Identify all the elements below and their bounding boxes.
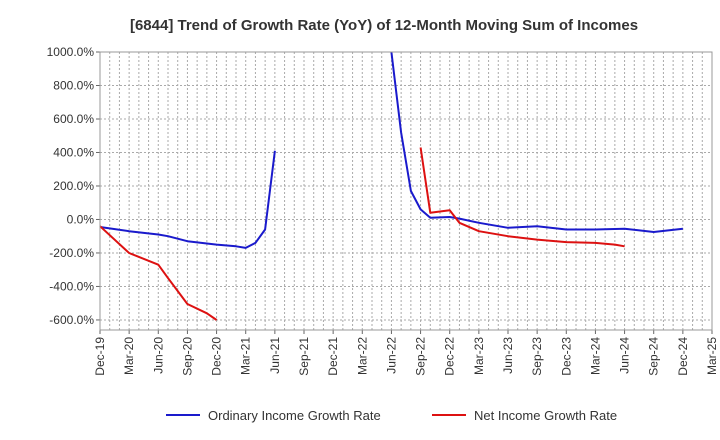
y-tick-label: 800.0% [53,78,94,92]
legend: Ordinary Income Growth Rate Net Income Gr… [166,408,617,423]
x-axis: Dec-19 Mar-20 Jun-20 Sep-20 Dec-20 Mar-21 Jun-… [93,330,719,376]
legend-label: Net Income Growth Rate [474,408,617,423]
legend-label: Ordinary Income Growth Rate [208,408,381,423]
plot-frame [99,51,713,331]
y-tick-label: 600.0% [53,112,94,126]
y-tick-label: -200.0% [49,246,94,260]
y-tick-label: 0.0% [67,212,95,226]
x-tick-label: Sep-22 [414,337,428,376]
x-tick-label: Dec-22 [443,337,457,376]
series-line-1 [390,51,684,233]
series-line-1 [99,150,276,249]
y-tick-label: 400.0% [53,145,94,159]
x-tick-label: Jun-22 [384,337,398,374]
x-tick-label: Jun-21 [268,337,282,374]
series-line-2 [419,147,625,248]
x-tick-label: Jun-23 [501,337,515,374]
x-tick-label: Dec-23 [559,337,573,376]
x-tick-label: Sep-24 [647,337,661,376]
grid [99,51,713,330]
x-tick-label: Dec-20 [210,337,224,376]
x-tick-label: Dec-21 [326,337,340,376]
y-tick-label: -600.0% [49,313,94,327]
y-tick-label: 1000.0% [47,45,95,59]
x-tick-label: Sep-21 [297,337,311,376]
series-lines [99,51,684,321]
chart-title: [6844] Trend of Growth Rate (YoY) of 12-… [130,17,638,34]
y-axis: 1000.0% 800.0% 600.0% 400.0% 200.0% 0.0% -200.… [47,45,100,327]
x-tick-label: Mar-23 [472,337,486,375]
x-tick-label: Mar-21 [239,337,253,375]
series-line-2 [99,225,218,321]
x-tick-label: Mar-25 [705,337,719,375]
y-tick-label: -400.0% [49,279,94,293]
x-tick-label: Jun-20 [151,337,165,374]
x-tick-label: Mar-24 [588,337,602,375]
x-tick-label: Sep-23 [530,337,544,376]
x-tick-label: Dec-19 [93,337,107,376]
x-tick-label: Sep-20 [180,337,194,376]
x-tick-label: Jun-24 [618,337,632,374]
x-tick-label: Dec-24 [676,337,690,376]
y-tick-label: 200.0% [53,179,94,193]
x-tick-label: Mar-20 [122,337,136,375]
x-tick-label: Mar-22 [355,337,369,375]
